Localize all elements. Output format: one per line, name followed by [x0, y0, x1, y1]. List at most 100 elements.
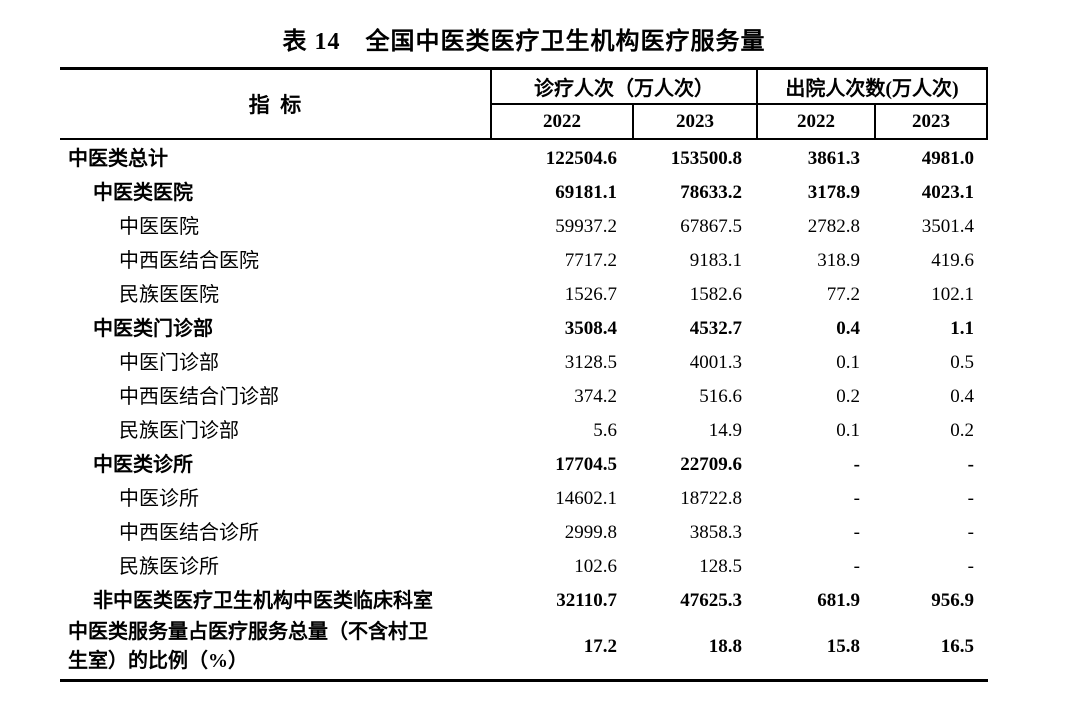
row-value-discharges-2022: 681.9	[817, 590, 860, 611]
row-indicator-label: 中医类医院	[93, 181, 193, 204]
row-value-visits-2023: 78633.2	[680, 182, 742, 203]
row-indicator-label: 中医类门诊部	[93, 317, 213, 340]
row-value-discharges-2022: 77.2	[826, 284, 860, 305]
row-value-visits-2023: 22709.6	[680, 454, 742, 475]
row-value-discharges-2022: 0.1	[836, 420, 860, 441]
row-value-discharges-2022: -	[853, 556, 860, 577]
table-row: 中医类门诊部 3508.4 4532.7 0.4 1.1	[60, 312, 988, 346]
row-value-discharges-2023: 419.6	[931, 250, 974, 271]
header-group-discharges: 出院人次数(万人次) 2022 2023	[756, 70, 988, 138]
table-row: 民族医诊所 102.6 128.5 - -	[60, 550, 988, 584]
row-value-visits-2023: 47625.3	[680, 590, 742, 611]
table-row: 中西医结合诊所 2999.8 3858.3 - -	[60, 516, 988, 550]
row-value-discharges-2023: 0.2	[950, 420, 974, 441]
row-value-discharges-2022: -	[853, 522, 860, 543]
row-value-visits-2022: 14602.1	[555, 488, 617, 509]
row-value-visits-2022: 59937.2	[555, 216, 617, 237]
row-value-visits-2023: 4001.3	[689, 352, 742, 373]
row-value-discharges-2023: -	[967, 522, 974, 543]
row-value-discharges-2022: 3178.9	[807, 182, 860, 203]
row-value-discharges-2023: 4981.0	[921, 148, 974, 169]
table-title: 表 14 全国中医类医疗卫生机构医疗服务量	[282, 29, 766, 55]
row-value-discharges-2022: 15.8	[826, 636, 860, 657]
row-value-discharges-2022: 0.1	[836, 352, 860, 373]
row-value-visits-2022: 5.6	[593, 420, 617, 441]
table-document: 表 14 全国中医类医疗卫生机构医疗服务量 指 标 诊疗人次（万人次） 2022…	[60, 0, 988, 682]
table-header: 指 标 诊疗人次（万人次） 2022 2023 出院人次数(万人次) 2022 …	[60, 70, 988, 140]
header-year-discharges-2022: 2022	[797, 110, 835, 132]
row-value-discharges-2022: -	[853, 454, 860, 475]
row-value-discharges-2022: 318.9	[817, 250, 860, 271]
table-body: 中医类总计 122504.6 153500.8 3861.3 4981.0 中医…	[60, 140, 988, 679]
row-indicator-label: 中西医结合医院	[119, 249, 259, 272]
table-row: 中医门诊部 3128.5 4001.3 0.1 0.5	[60, 346, 988, 380]
row-value-discharges-2023: 1.1	[950, 318, 974, 339]
row-value-visits-2023: 14.9	[708, 420, 742, 441]
row-value-discharges-2022: 2782.8	[807, 216, 860, 237]
header-group-discharges-label: 出院人次数(万人次)	[758, 70, 986, 105]
row-indicator-label: 中医诊所	[119, 487, 199, 510]
table-row: 中医类诊所 17704.5 22709.6 - -	[60, 448, 988, 482]
header-group-visits: 诊疗人次（万人次） 2022 2023	[490, 70, 756, 138]
row-value-visits-2023: 153500.8	[670, 148, 742, 169]
row-indicator-label: 中西医结合诊所	[119, 521, 259, 544]
row-value-visits-2023: 67867.5	[680, 216, 742, 237]
row-value-visits-2022: 32110.7	[556, 590, 617, 611]
header-year-visits-2023: 2023	[632, 105, 756, 138]
row-value-discharges-2023: -	[967, 556, 974, 577]
header-indicator-label: 指 标	[248, 93, 302, 117]
row-value-visits-2022: 122504.6	[545, 148, 617, 169]
row-indicator-label: 中医类诊所	[93, 453, 193, 476]
row-indicator-label: 中医类服务量占医疗服务总量（不含村卫 生室）的比例（%）	[68, 621, 428, 672]
row-value-visits-2023: 128.5	[699, 556, 742, 577]
row-value-visits-2023: 4532.7	[689, 318, 742, 339]
header-group-visits-years: 2022 2023	[492, 105, 756, 138]
row-value-visits-2022: 3128.5	[564, 352, 617, 373]
row-value-discharges-2023: -	[967, 454, 974, 475]
header-group-visits-label: 诊疗人次（万人次）	[492, 70, 756, 105]
row-value-discharges-2023: 4023.1	[921, 182, 974, 203]
row-value-visits-2022: 1526.7	[564, 284, 617, 305]
row-value-discharges-2023: 16.5	[940, 636, 974, 657]
row-indicator-label: 民族医医院	[119, 283, 219, 306]
row-value-discharges-2023: 0.5	[950, 352, 974, 373]
row-value-visits-2023: 516.6	[699, 386, 742, 407]
row-value-visits-2022: 102.6	[574, 556, 617, 577]
table-row: 中西医结合医院 7717.2 9183.1 318.9 419.6	[60, 244, 988, 278]
row-indicator-label: 民族医诊所	[119, 555, 219, 578]
row-value-visits-2023: 18.8	[708, 636, 742, 657]
table-row: 中医类总计 122504.6 153500.8 3861.3 4981.0	[60, 142, 988, 176]
row-value-visits-2022: 374.2	[574, 386, 617, 407]
row-value-visits-2022: 2999.8	[564, 522, 617, 543]
row-value-visits-2023: 9183.1	[689, 250, 742, 271]
row-value-visits-2023: 18722.8	[680, 488, 742, 509]
table-row: 中医类医院 69181.1 78633.2 3178.9 4023.1	[60, 176, 988, 210]
row-value-discharges-2022: -	[853, 488, 860, 509]
table-row: 民族医医院 1526.7 1582.6 77.2 102.1	[60, 278, 988, 312]
row-indicator-label: 中西医结合门诊部	[119, 385, 279, 408]
row-indicator-label: 中医类总计	[68, 147, 168, 170]
row-value-discharges-2023: 102.1	[931, 284, 974, 305]
row-value-discharges-2023: 956.9	[931, 590, 974, 611]
row-value-visits-2022: 69181.1	[555, 182, 617, 203]
table-row: 中医诊所 14602.1 18722.8 - -	[60, 482, 988, 516]
row-value-discharges-2022: 0.2	[836, 386, 860, 407]
row-value-discharges-2023: -	[967, 488, 974, 509]
row-value-discharges-2022: 3861.3	[807, 148, 860, 169]
row-value-visits-2022: 17.2	[583, 636, 617, 657]
row-value-visits-2022: 17704.5	[555, 454, 617, 475]
row-indicator-label: 民族医门诊部	[119, 419, 239, 442]
row-indicator-label: 非中医类医疗卫生机构中医类临床科室	[93, 589, 433, 612]
header-year-discharges-2023: 2023	[874, 105, 986, 138]
row-value-visits-2023: 3858.3	[689, 522, 742, 543]
row-value-discharges-2022: 0.4	[836, 318, 860, 339]
tcm-medical-service-table: 指 标 诊疗人次（万人次） 2022 2023 出院人次数(万人次) 2022 …	[60, 67, 988, 682]
row-value-visits-2023: 1582.6	[689, 284, 742, 305]
row-value-discharges-2023: 0.4	[950, 386, 974, 407]
row-value-visits-2022: 3508.4	[564, 318, 617, 339]
table-row: 中医医院 59937.2 67867.5 2782.8 3501.4	[60, 210, 988, 244]
table-row: 民族医门诊部 5.6 14.9 0.1 0.2	[60, 414, 988, 448]
table-row: 中西医结合门诊部 374.2 516.6 0.2 0.4	[60, 380, 988, 414]
row-indicator-label: 中医医院	[119, 215, 199, 238]
